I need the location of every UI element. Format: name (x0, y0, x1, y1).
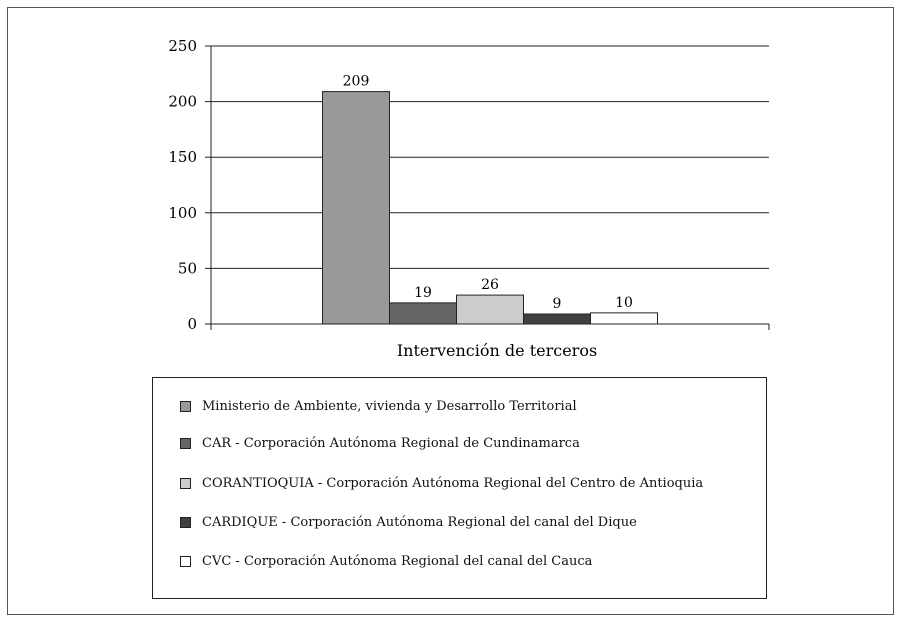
y-tick-label: 100 (168, 204, 197, 222)
data-label: 209 (343, 74, 370, 90)
data-label: 19 (414, 285, 432, 301)
legend-label: CARDIQUE - Corporación Autónoma Regional… (202, 514, 637, 530)
y-tick-label: 0 (187, 315, 197, 333)
axes: 0 50 100 150 200 250 (168, 37, 770, 333)
legend-item: CAR - Corporación Autónoma Regional de C… (180, 435, 580, 451)
bar (389, 302, 457, 325)
legend-swatch (180, 400, 191, 412)
legend-label: CVC - Corporación Autónoma Regional del … (202, 553, 593, 569)
legend-label: CAR - Corporación Autónoma Regional de C… (202, 435, 580, 451)
y-tick-label: 150 (168, 148, 197, 166)
legend-item: CARDIQUE - Corporación Autónoma Regional… (180, 514, 637, 530)
data-label: 26 (481, 277, 499, 293)
legend-item: Ministerio de Ambiente, vivienda y Desar… (180, 398, 577, 414)
bar (523, 313, 591, 325)
legend-label: Ministerio de Ambiente, vivienda y Desar… (202, 398, 577, 414)
y-tick-label: 250 (168, 37, 197, 55)
bar (456, 294, 524, 325)
y-tick-label: 200 (168, 93, 197, 111)
legend-swatch (180, 555, 191, 567)
y-tick-label: 50 (178, 259, 197, 277)
data-labels: 209 19 26 9 10 (343, 74, 633, 312)
legend-swatch (180, 477, 191, 489)
legend: Ministerio de Ambiente, vivienda y Desar… (152, 377, 767, 599)
legend-swatch (180, 437, 191, 449)
legend-swatch (180, 516, 191, 528)
bar (590, 312, 658, 325)
legend-label: CORANTIOQUIA - Corporación Autónoma Regi… (202, 475, 704, 491)
bar (322, 91, 390, 325)
x-axis-label: Intervención de terceros (397, 341, 597, 360)
legend-item: CORANTIOQUIA - Corporación Autónoma Regi… (180, 475, 703, 491)
bars (322, 91, 658, 325)
chart-frame (7, 7, 894, 615)
legend-item: CVC - Corporación Autónoma Regional del … (180, 553, 592, 569)
data-label: 10 (615, 295, 633, 311)
data-label: 9 (553, 296, 562, 312)
